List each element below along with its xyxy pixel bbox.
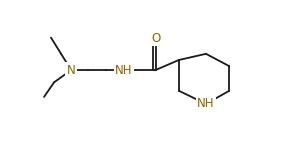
Text: O: O: [151, 32, 160, 45]
Text: NH: NH: [115, 64, 133, 76]
Text: NH: NH: [197, 97, 215, 110]
Text: N: N: [67, 64, 76, 76]
